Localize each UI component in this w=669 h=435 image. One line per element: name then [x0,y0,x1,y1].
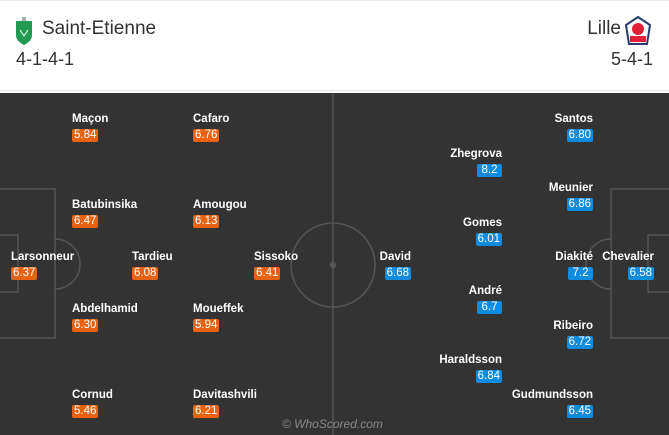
player-name: Moueffek [193,303,244,315]
player-rating-badge: 6.37 [11,267,38,280]
player-name: André [468,285,502,297]
player-rating-badge: 7.2 [568,267,593,280]
player-rating-badge: 6.86 [566,198,593,211]
pitch-markings [0,93,669,435]
home-formation: 4-1-4-1 [16,49,75,69]
away-player[interactable]: Zhegrova 8.2 [450,148,502,177]
player-name: Maçon [72,113,109,125]
player-rating-badge: 6.76 [193,129,220,142]
home-player[interactable]: Sissoko 6.41 [254,251,298,280]
away-team-name[interactable]: Lille [587,18,621,39]
player-name: Batubinsika [72,199,138,211]
player-name: Haraldsson [439,354,502,366]
player-name: Diakité [555,251,593,263]
player-rating-badge: 6.58 [627,267,654,280]
player-rating-badge: 6.47 [72,215,99,228]
player-rating-badge: 6.01 [475,233,502,246]
away-player[interactable]: Meunier 6.86 [549,182,593,211]
home-player[interactable]: Cornud 5.46 [72,389,113,418]
player-name: Meunier [548,182,593,194]
home-player[interactable]: Maçon 5.84 [72,113,108,142]
player-rating-badge: 6.80 [566,129,593,142]
home-team-name[interactable]: Saint-Etienne [42,18,157,39]
player-rating-badge: 6.41 [254,267,281,280]
away-player[interactable]: Ribeiro 6.72 [553,320,593,349]
home-player[interactable]: Tardieu 6.08 [132,251,173,280]
player-rating-badge: 6.21 [193,405,220,418]
home-player[interactable]: Larsonneur 6.37 [11,251,74,280]
player-rating-badge: 5.46 [72,405,99,418]
player-rating-badge: 6.68 [384,267,411,280]
away-player[interactable]: Diakité 7.2 [555,251,593,280]
player-rating-badge: 6.13 [193,215,220,228]
player-rating-badge: 6.30 [72,319,99,332]
away-player[interactable]: André 6.7 [469,285,502,314]
away-player[interactable]: Chevalier 6.58 [602,251,654,280]
player-name: Abdelhamid [72,303,138,315]
player-rating-badge: 6.7 [477,301,502,314]
player-name: Tardieu [132,251,173,263]
player-name: Sissoko [254,251,299,263]
watermark: © WhoScored.com [282,417,383,431]
player-rating-badge: 5.94 [193,319,220,332]
player-name: Ribeiro [553,320,593,332]
match-header: Saint-Etienne 4-1-4-1 Lille 5-4-1 [0,0,669,91]
away-player[interactable]: David 6.68 [380,251,411,280]
player-name: Zhegrova [450,148,502,160]
player-name: Gudmundsson [511,389,593,401]
player-name: Santos [554,113,593,125]
away-formation: 5-4-1 [610,49,653,69]
player-name: Chevalier [602,251,654,263]
player-name: Cornud [72,389,113,401]
home-player[interactable]: Moueffek 5.94 [193,303,243,332]
player-name: Amougou [193,199,247,211]
player-rating-badge: 8.2 [477,164,502,177]
away-player[interactable]: Gomes 6.01 [463,217,502,246]
away-player[interactable]: Haraldsson 6.84 [439,354,502,383]
pitch: Maçon 5.84 Cafaro 6.76 Batubinsika 6.47 Amougo… [0,93,669,435]
home-player[interactable]: Cafaro 6.76 [193,113,229,142]
home-player[interactable]: Batubinsika 6.47 [72,199,137,228]
home-player[interactable]: Abdelhamid 6.30 [72,303,138,332]
player-name: Larsonneur [11,251,75,263]
home-player[interactable]: Amougou 6.13 [193,199,247,228]
player-rating-badge: 6.72 [566,336,593,349]
player-rating-badge: 5.84 [72,129,99,142]
player-rating-badge: 6.84 [475,370,502,383]
player-name: Cafaro [193,113,230,125]
player-name: Gomes [463,217,502,229]
home-player[interactable]: Davitashvili 6.21 [193,389,257,418]
saint-etienne-crest-icon [16,17,32,45]
away-player[interactable]: Gudmundsson 6.45 [512,389,593,418]
player-rating-badge: 6.08 [132,267,159,280]
player-name: Davitashvili [193,389,257,401]
lille-crest-icon [624,16,652,45]
away-player[interactable]: Santos 6.80 [555,113,593,142]
player-name: David [379,251,411,263]
player-rating-badge: 6.45 [566,405,593,418]
